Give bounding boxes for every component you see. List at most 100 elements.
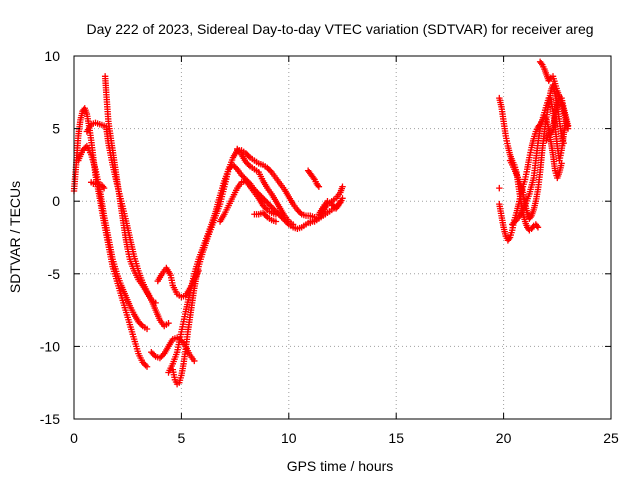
data-point bbox=[266, 202, 274, 209]
data-point bbox=[564, 125, 572, 132]
data-point bbox=[289, 221, 297, 228]
y-axis-label: SDTVAR / TECUs bbox=[7, 181, 23, 293]
data-point bbox=[241, 174, 248, 182]
data-point bbox=[229, 161, 237, 169]
y-tick-label: 0 bbox=[52, 193, 60, 209]
x-tick-label: 10 bbox=[281, 430, 297, 446]
data-point bbox=[315, 183, 323, 190]
data-point bbox=[333, 203, 341, 211]
data-point bbox=[138, 321, 145, 328]
data-point bbox=[264, 199, 271, 206]
data-point bbox=[272, 211, 280, 218]
data-point bbox=[269, 205, 277, 212]
data-point bbox=[261, 203, 268, 211]
data-point bbox=[337, 198, 344, 205]
data-point bbox=[80, 145, 88, 153]
data-point bbox=[558, 160, 565, 167]
data-point bbox=[259, 202, 267, 209]
data-point bbox=[542, 115, 549, 122]
data-point bbox=[143, 325, 151, 333]
data-point bbox=[242, 150, 250, 157]
x-tick-label: 15 bbox=[388, 430, 404, 446]
chart-title: Day 222 of 2023, Sidereal Day-to-day VTE… bbox=[86, 21, 593, 37]
y-tick-label: -10 bbox=[40, 338, 60, 354]
x-tick-label: 5 bbox=[178, 430, 186, 446]
plot-frame bbox=[73, 55, 612, 420]
data-point bbox=[274, 209, 281, 217]
data-point bbox=[149, 350, 156, 357]
data-point bbox=[537, 60, 545, 67]
data-point bbox=[148, 349, 155, 356]
data-point bbox=[265, 166, 272, 173]
data-point bbox=[100, 184, 108, 192]
data-point bbox=[231, 163, 238, 170]
data-point bbox=[261, 211, 268, 218]
data-point bbox=[511, 218, 519, 225]
data-point bbox=[143, 363, 151, 370]
y-tick-label: -15 bbox=[40, 411, 60, 427]
data-point bbox=[297, 209, 304, 217]
x-tick-label: 25 bbox=[603, 430, 619, 446]
data-point bbox=[152, 299, 159, 307]
data-point bbox=[165, 319, 172, 327]
data-point bbox=[244, 151, 251, 158]
data-point bbox=[239, 173, 247, 180]
data-point bbox=[496, 184, 503, 192]
data-point bbox=[191, 357, 198, 365]
data-points bbox=[70, 58, 572, 388]
data-point bbox=[244, 160, 251, 167]
data-point bbox=[158, 353, 165, 360]
data-point bbox=[245, 161, 252, 169]
data-point bbox=[238, 171, 245, 179]
data-point bbox=[150, 351, 158, 359]
data-point bbox=[135, 318, 142, 325]
data-point bbox=[245, 152, 252, 160]
data-point bbox=[226, 164, 234, 172]
data-point bbox=[295, 208, 303, 215]
data-point bbox=[232, 164, 240, 172]
x-tick-label: 0 bbox=[70, 430, 78, 446]
data-point bbox=[79, 147, 86, 154]
data-point bbox=[262, 205, 270, 212]
data-point bbox=[262, 198, 270, 205]
data-point bbox=[560, 139, 567, 147]
data-point bbox=[268, 203, 275, 211]
data-point bbox=[159, 351, 166, 359]
data-point bbox=[156, 354, 164, 362]
data-point bbox=[533, 222, 541, 230]
data-point bbox=[527, 213, 534, 221]
data-point bbox=[310, 174, 317, 182]
data-point bbox=[262, 212, 270, 219]
data-point bbox=[529, 224, 536, 231]
data-point bbox=[314, 182, 321, 189]
data-point bbox=[195, 267, 202, 275]
data-point bbox=[294, 206, 301, 214]
x-tick-label: 20 bbox=[496, 430, 512, 446]
data-point bbox=[505, 235, 513, 243]
data-point bbox=[140, 360, 148, 368]
data-point bbox=[266, 167, 274, 174]
data-point bbox=[264, 164, 271, 172]
data-point bbox=[259, 209, 267, 217]
data-point bbox=[225, 166, 232, 173]
data-point bbox=[271, 206, 278, 214]
grid bbox=[74, 56, 611, 419]
axis-ticks: 0 5 10 15 20 25 -15 -10 -5 0 5 10 bbox=[40, 48, 619, 446]
data-point bbox=[139, 359, 146, 366]
y-tick-label: -5 bbox=[48, 266, 61, 282]
data-point bbox=[534, 224, 542, 231]
data-point bbox=[272, 218, 280, 225]
x-axis-label: GPS time / hours bbox=[287, 458, 394, 474]
data-point bbox=[510, 219, 517, 227]
data-point bbox=[328, 200, 335, 208]
data-point bbox=[265, 200, 272, 208]
y-tick-label: 10 bbox=[44, 48, 60, 64]
data-point bbox=[339, 183, 346, 190]
data-point bbox=[142, 362, 149, 369]
data-point bbox=[99, 183, 107, 190]
data-point bbox=[136, 319, 144, 327]
data-point bbox=[508, 221, 516, 228]
y-tick-label: 5 bbox=[52, 121, 60, 137]
data-point bbox=[242, 158, 250, 166]
